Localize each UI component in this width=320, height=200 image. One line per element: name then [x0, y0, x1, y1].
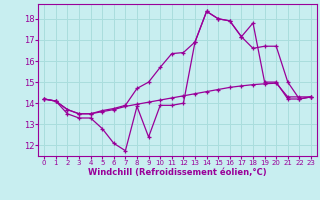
X-axis label: Windchill (Refroidissement éolien,°C): Windchill (Refroidissement éolien,°C)	[88, 168, 267, 177]
